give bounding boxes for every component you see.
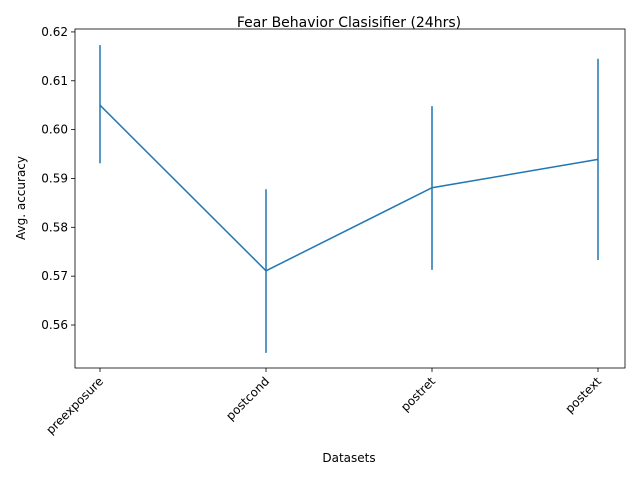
plot-area xyxy=(74,28,626,369)
x-axis: preexposure postcond postret postext xyxy=(43,368,604,437)
x-axis-label: Datasets xyxy=(322,451,375,465)
y-tick-label: 0.61 xyxy=(41,74,68,88)
y-tick-label: 0.62 xyxy=(41,25,68,39)
y-tick-label: 0.57 xyxy=(41,269,68,283)
y-tick-label: 0.58 xyxy=(41,220,68,234)
x-tick-label: postext xyxy=(562,374,604,416)
y-tick-label: 0.59 xyxy=(41,171,68,185)
x-tick-label: postret xyxy=(398,374,438,414)
y-axis: 0.56 0.57 0.58 0.59 0.60 0.61 0.62 xyxy=(41,25,75,332)
y-tick-label: 0.60 xyxy=(41,123,68,137)
y-tick-label: 0.56 xyxy=(41,318,68,332)
error-bars xyxy=(99,45,599,353)
x-tick-label: postcond xyxy=(223,374,272,423)
y-axis-label: Avg. accuracy xyxy=(14,156,28,240)
chart-title: Fear Behavior Clasisifier (24hrs) xyxy=(237,15,461,31)
x-tick-label: preexposure xyxy=(43,374,106,437)
series-line xyxy=(99,104,599,272)
